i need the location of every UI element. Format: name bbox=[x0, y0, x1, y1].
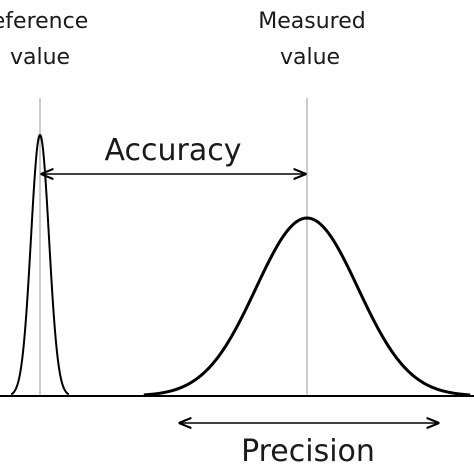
measured-label-line1: Measured bbox=[258, 9, 365, 34]
precision-label: Precision bbox=[241, 434, 375, 469]
measured-distribution-curve bbox=[143, 216, 471, 397]
reference-label-line1: eference bbox=[0, 9, 88, 34]
reference-distribution-curve bbox=[10, 133, 70, 396]
reference-label-line2: value bbox=[10, 45, 70, 70]
accuracy-label: Accuracy bbox=[105, 133, 242, 168]
measured-label-line2: value bbox=[280, 45, 340, 70]
